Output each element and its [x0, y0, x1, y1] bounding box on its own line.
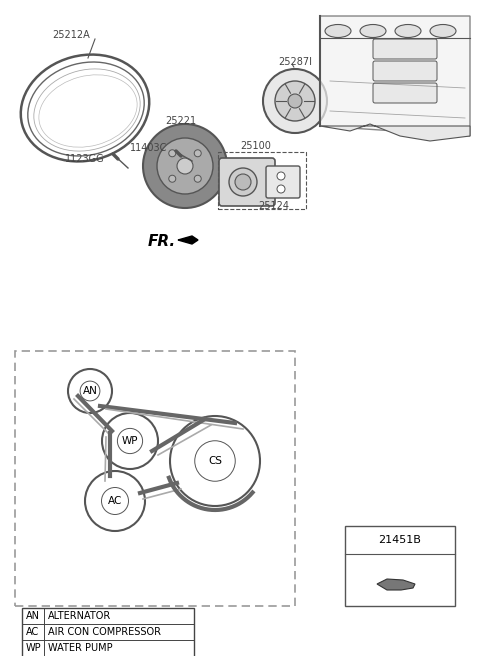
Circle shape: [194, 175, 201, 182]
Circle shape: [288, 94, 302, 108]
Text: AC: AC: [108, 496, 122, 506]
FancyBboxPatch shape: [373, 39, 437, 59]
Circle shape: [229, 168, 257, 196]
Bar: [218, 152, 306, 209]
Text: WATER PUMP: WATER PUMP: [48, 643, 113, 653]
FancyBboxPatch shape: [373, 61, 437, 81]
Polygon shape: [377, 579, 415, 590]
Ellipse shape: [360, 24, 386, 37]
Bar: [345, 526, 455, 606]
Circle shape: [277, 185, 285, 193]
Circle shape: [235, 174, 251, 190]
Circle shape: [275, 81, 315, 121]
Bar: [15, 351, 295, 606]
FancyBboxPatch shape: [266, 166, 300, 198]
Text: 11403C: 11403C: [130, 143, 168, 153]
Circle shape: [143, 124, 227, 208]
Text: ALTERNATOR: ALTERNATOR: [48, 611, 111, 621]
Text: 25287I: 25287I: [278, 57, 312, 67]
Circle shape: [169, 175, 176, 182]
Text: AC: AC: [26, 627, 40, 637]
Ellipse shape: [395, 24, 421, 37]
Polygon shape: [320, 16, 470, 136]
Polygon shape: [178, 240, 198, 244]
Bar: [22, 608, 194, 656]
Circle shape: [101, 487, 129, 514]
Circle shape: [169, 150, 176, 157]
Circle shape: [277, 172, 285, 180]
Ellipse shape: [325, 24, 351, 37]
Text: 21451B: 21451B: [379, 535, 421, 545]
Circle shape: [80, 381, 100, 401]
Polygon shape: [178, 236, 198, 240]
Circle shape: [118, 428, 143, 453]
Text: FR.: FR.: [148, 234, 176, 249]
Text: 25100: 25100: [240, 141, 271, 151]
FancyBboxPatch shape: [373, 83, 437, 103]
Circle shape: [85, 471, 145, 531]
Circle shape: [177, 158, 193, 174]
Text: AN: AN: [26, 611, 40, 621]
Ellipse shape: [430, 24, 456, 37]
FancyBboxPatch shape: [219, 158, 275, 206]
Circle shape: [68, 369, 112, 413]
Text: 25124: 25124: [258, 201, 289, 211]
Text: WP: WP: [25, 643, 41, 653]
Text: CS: CS: [208, 456, 222, 466]
Text: AN: AN: [83, 386, 97, 396]
Text: WP: WP: [122, 436, 138, 446]
Polygon shape: [320, 124, 470, 141]
Text: 1123GG: 1123GG: [65, 154, 105, 164]
Circle shape: [263, 69, 327, 133]
Circle shape: [157, 138, 213, 194]
Circle shape: [102, 413, 158, 469]
Circle shape: [195, 441, 235, 482]
Text: 25221: 25221: [165, 116, 196, 126]
Circle shape: [194, 150, 201, 157]
Text: AIR CON COMPRESSOR: AIR CON COMPRESSOR: [48, 627, 161, 637]
Text: 25212A: 25212A: [52, 30, 90, 40]
Circle shape: [170, 416, 260, 506]
